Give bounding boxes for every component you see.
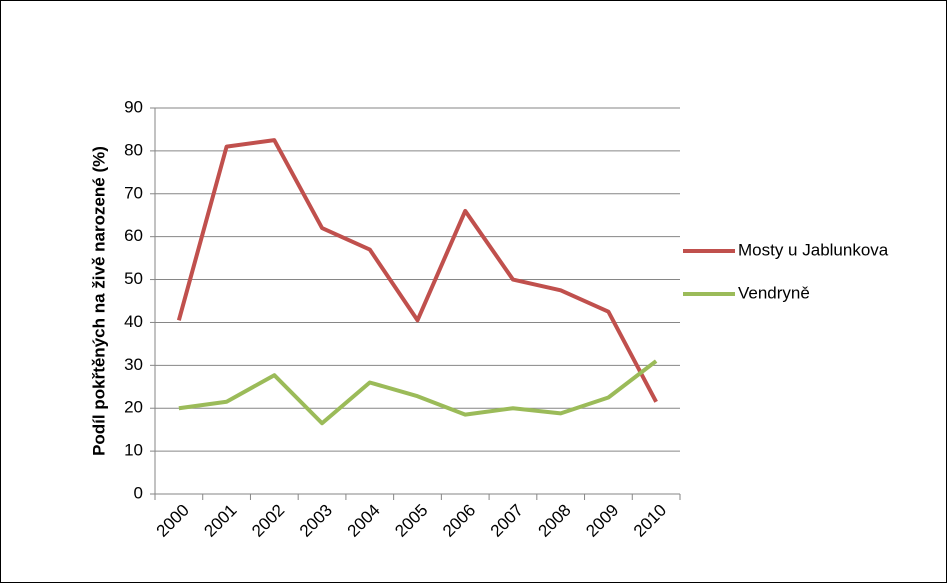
y-tick-label: 70 — [124, 183, 143, 202]
y-tick-label: 90 — [124, 97, 143, 116]
y-tick-label: 30 — [124, 355, 143, 374]
y-tick-label: 40 — [124, 312, 143, 331]
y-tick-label: 20 — [124, 398, 143, 417]
y-tick-label: 60 — [124, 226, 143, 245]
legend-label: Vendryně — [738, 283, 810, 302]
y-tick-label: 50 — [124, 269, 143, 288]
y-tick-label: 80 — [124, 140, 143, 159]
y-tick-label: 10 — [124, 441, 143, 460]
series-line — [176, 138, 658, 403]
series-line — [178, 359, 658, 426]
legend-label: Mosty u Jablunkova — [738, 240, 889, 259]
y-tick-label: 0 — [134, 483, 143, 502]
y-axis-label: Podíl pokřtěných na živě narozené (%) — [89, 146, 108, 456]
